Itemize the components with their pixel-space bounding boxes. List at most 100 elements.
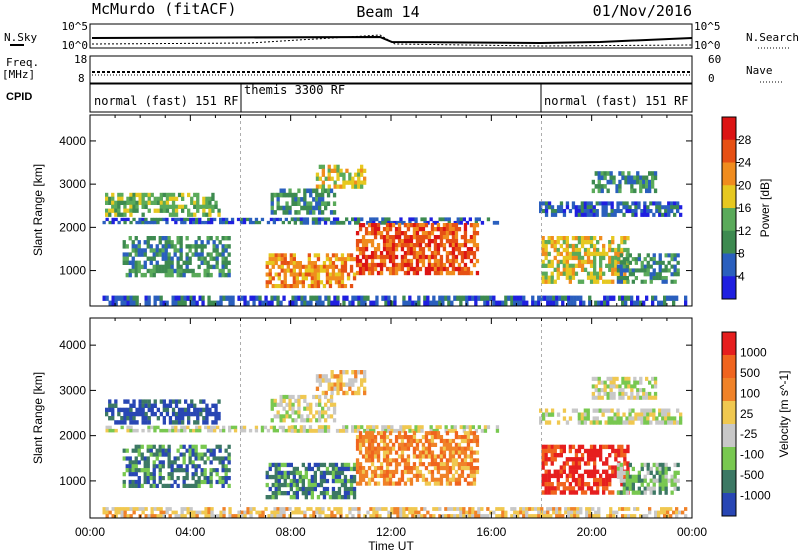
nsky-trace bbox=[91, 35, 693, 45]
power-colorbar-swatch bbox=[722, 185, 736, 209]
nsearch-tick-bottom: 10^0 bbox=[694, 39, 721, 52]
velocity-colorbar-tick: 25 bbox=[740, 407, 754, 421]
velocity-colorbar-label: Velocity [m s^-1] bbox=[777, 371, 791, 458]
velocity-region-3 bbox=[539, 408, 683, 425]
velocity-colorbar-tick: -500 bbox=[740, 468, 764, 482]
power-ytick-label: 2000 bbox=[59, 220, 86, 234]
nsearch-label: N.Search bbox=[746, 31, 799, 44]
nsky-tick-top: 10^5 bbox=[62, 20, 89, 33]
freq-unit: [MHz] bbox=[2, 68, 35, 81]
velocity-colorbar-swatch bbox=[722, 378, 736, 402]
velocity-region-1 bbox=[105, 425, 291, 433]
power-region-10 bbox=[591, 171, 658, 194]
velocity-region-4 bbox=[122, 444, 231, 488]
velocity-colorbar-tick: -25 bbox=[740, 427, 758, 441]
power-colorbar-tick: 20 bbox=[738, 178, 752, 192]
nave-label: Nave bbox=[746, 64, 773, 77]
velocity-colorbar: 1000 500 100 25 -25 -100 -500 -1000 bbox=[721, 331, 771, 517]
velocity-region-2 bbox=[290, 425, 500, 433]
power-colorbar: 4 8 12 16 20 24 28 bbox=[721, 116, 752, 300]
power-region-0 bbox=[105, 192, 221, 217]
beam-title: Beam 14 bbox=[356, 3, 419, 21]
power-colorbar-tick: 16 bbox=[738, 201, 752, 215]
time-tick-label: 16:00 bbox=[476, 525, 506, 539]
power-region-9 bbox=[541, 236, 630, 284]
velocity-region-5 bbox=[265, 462, 357, 500]
velocity-colorbar-swatch bbox=[722, 447, 736, 471]
velocity-panel: 1000 2000 3000 4000 Slant Range [km] bbox=[31, 317, 693, 519]
power-colorbar-label: Power [dB] bbox=[758, 179, 772, 238]
power-colorbar-swatch bbox=[722, 253, 736, 277]
power-colorbar-tick: 24 bbox=[738, 156, 752, 170]
velocity-colorbar-tick: 1000 bbox=[740, 345, 767, 359]
cpid-segment-2: themis 3300 RF bbox=[244, 83, 345, 97]
power-ytick-label: 1000 bbox=[59, 264, 86, 278]
velocity-ylabel: Slant Range [km] bbox=[31, 372, 45, 464]
power-region-2 bbox=[290, 217, 500, 225]
power-region-7 bbox=[315, 164, 367, 189]
power-colorbar-swatch bbox=[722, 230, 736, 254]
freq-tick-top: 18 bbox=[74, 53, 87, 66]
power-colorbar-tick: 12 bbox=[738, 224, 752, 238]
power-region-12 bbox=[102, 295, 688, 306]
power-region-1 bbox=[102, 217, 291, 225]
velocity-ytick-label: 3000 bbox=[59, 383, 86, 397]
power-region-3 bbox=[539, 201, 683, 217]
velocity-ytick-label: 1000 bbox=[59, 474, 86, 488]
power-colorbar-swatch bbox=[722, 117, 736, 141]
power-axes: 1000 2000 3000 4000 bbox=[59, 115, 693, 306]
velocity-colorbar-swatch bbox=[722, 332, 736, 356]
velocity-axes: 1000 2000 3000 4000 bbox=[59, 318, 693, 518]
freq-tick-bottom: 8 bbox=[78, 72, 85, 85]
power-region-6 bbox=[355, 223, 480, 276]
power-colorbar-tick: 8 bbox=[738, 247, 745, 261]
power-ytick-label: 3000 bbox=[59, 177, 86, 191]
cpid-segment-1: normal (fast) 151 RF bbox=[94, 94, 239, 108]
nsky-panel: N.Sky 10^5 10^0 N.Search 10^5 10^0 bbox=[4, 20, 799, 52]
cpid-panel: CPID normal (fast) 151 RF themis 3300 RF… bbox=[6, 83, 693, 113]
velocity-colorbar-swatch bbox=[722, 470, 736, 494]
power-region-11 bbox=[616, 253, 680, 284]
power-colorbar-swatch bbox=[722, 208, 736, 232]
velocity-colorbar-swatch bbox=[722, 493, 736, 517]
velocity-region-9 bbox=[541, 444, 630, 495]
velocity-region-8 bbox=[270, 394, 337, 423]
velocity-colorbar-tick: 100 bbox=[740, 386, 760, 400]
velocity-region-7 bbox=[315, 370, 367, 396]
time-axis-label: Time UT bbox=[368, 539, 414, 553]
power-data-layer bbox=[102, 115, 688, 306]
power-colorbar-tick: 28 bbox=[738, 133, 752, 147]
time-axis-ticks: 00:00 04:00 08:00 12:00 16:00 20:00 00:00 bbox=[75, 525, 707, 539]
velocity-colorbar-tick: -100 bbox=[740, 448, 764, 462]
power-region-4 bbox=[122, 236, 231, 278]
nsky-tick-bottom: 10^0 bbox=[62, 39, 89, 52]
velocity-region-0 bbox=[105, 399, 221, 425]
power-ytick-label: 4000 bbox=[59, 134, 86, 148]
power-colorbar-tick: 4 bbox=[738, 269, 745, 283]
nave-tick-top: 60 bbox=[708, 53, 721, 66]
velocity-colorbar-swatch bbox=[722, 424, 736, 448]
cpid-segment-3: normal (fast) 151 RF bbox=[544, 94, 689, 108]
velocity-colorbar-tick: -1000 bbox=[740, 489, 771, 503]
velocity-ytick-label: 2000 bbox=[59, 429, 86, 443]
velocity-region-10 bbox=[591, 376, 658, 400]
nsky-label: N.Sky bbox=[4, 31, 37, 44]
velocity-colorbar-tick: 500 bbox=[740, 366, 760, 380]
power-region-5 bbox=[265, 253, 357, 289]
velocity-region-11 bbox=[616, 462, 680, 495]
cpid-label: CPID bbox=[6, 91, 32, 103]
site-title: McMurdo (fitACF) bbox=[92, 0, 237, 18]
power-panel: 1000 2000 3000 4000 Slant Range [km] bbox=[31, 114, 693, 307]
power-ylabel: Slant Range [km] bbox=[31, 164, 45, 256]
date-title: 01/Nov/2016 bbox=[593, 2, 692, 20]
freq-label: Freq. bbox=[6, 56, 39, 69]
time-tick-label: 00:00 bbox=[677, 525, 707, 539]
velocity-colorbar-swatch bbox=[722, 401, 736, 425]
freq-panel: Freq. [MHz] 18 8 Nave 60 0 bbox=[2, 53, 782, 85]
power-colorbar-swatch bbox=[722, 276, 736, 300]
nsearch-tick-top: 10^5 bbox=[694, 20, 721, 33]
power-colorbar-swatch bbox=[722, 139, 736, 163]
power-region-8 bbox=[270, 188, 337, 215]
time-tick-label: 04:00 bbox=[175, 525, 205, 539]
